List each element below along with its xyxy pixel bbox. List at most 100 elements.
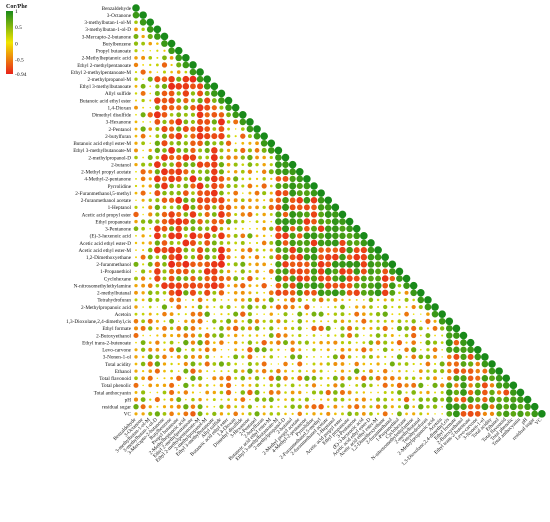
correlation-bubble (389, 361, 395, 367)
correlation-bubble (149, 227, 152, 230)
correlation-bubble (440, 397, 445, 402)
correlation-bubble (161, 247, 168, 254)
correlation-bubble (183, 326, 189, 331)
correlation-bubble (133, 41, 139, 46)
correlation-bubble (175, 196, 183, 204)
correlation-bubble (154, 225, 161, 232)
correlation-bubble (311, 383, 317, 388)
correlation-bubble (233, 333, 238, 338)
correlation-bubble (198, 269, 202, 274)
correlation-bubble (142, 106, 145, 109)
correlation-bubble (162, 390, 167, 395)
correlation-bubble (211, 268, 218, 275)
correlation-bubble (441, 413, 443, 415)
correlation-bubble (325, 275, 332, 282)
correlation-bubble (176, 241, 181, 245)
correlation-bubble (254, 255, 260, 260)
correlation-bubble (355, 376, 359, 380)
correlation-bubble (391, 313, 394, 316)
correlation-bubble (348, 398, 351, 401)
correlation-bubble (317, 189, 325, 197)
correlation-bubble (218, 275, 225, 282)
correlation-bubble (217, 260, 225, 268)
correlation-bubble (139, 18, 147, 26)
correlation-bubble (241, 163, 245, 166)
correlation-bubble (291, 334, 294, 337)
correlation-bubble (169, 56, 174, 60)
correlation-bubble (176, 397, 182, 403)
correlation-bubble (409, 281, 418, 290)
correlation-bubble (255, 162, 259, 167)
correlation-bubble (227, 191, 230, 195)
correlation-bubble (140, 340, 146, 346)
correlation-bubble (140, 397, 146, 403)
correlation-bubble (149, 121, 152, 123)
correlation-bubble (255, 198, 259, 202)
correlation-bubble (268, 297, 274, 303)
correlation-bubble (391, 327, 394, 330)
correlation-bubble (154, 246, 161, 254)
correlation-bubble (154, 368, 160, 374)
correlation-bubble (256, 356, 258, 358)
correlation-bubble (333, 397, 338, 402)
correlation-bubble (325, 389, 331, 396)
correlation-bubble (248, 291, 252, 295)
correlation-bubble (367, 282, 375, 289)
correlation-bubble (141, 55, 146, 60)
correlation-bubble (211, 197, 218, 204)
correlation-bubble (277, 327, 280, 330)
correlation-bubble (282, 275, 289, 282)
correlation-bubble (149, 63, 152, 67)
correlation-bubble (426, 312, 430, 316)
correlation-bubble (339, 253, 346, 261)
correlation-bubble (353, 240, 360, 246)
correlation-bubble (197, 118, 204, 125)
correlation-bubble (212, 233, 217, 238)
correlation-bubble (340, 362, 345, 366)
correlation-bubble (162, 326, 167, 331)
correlation-bubble (397, 376, 402, 380)
correlation-bubble (234, 376, 238, 380)
correlation-bubble (248, 269, 252, 273)
correlation-bubble (233, 340, 238, 345)
correlation-bubble (263, 256, 266, 259)
correlation-bubble (218, 361, 225, 367)
correlation-bubble (154, 240, 160, 246)
correlation-bubble (262, 220, 266, 224)
correlation-bubble (275, 218, 282, 225)
correlation-bubble (161, 254, 168, 260)
correlation-bubble (142, 334, 144, 337)
correlation-bubble (218, 197, 225, 204)
row-label: Acetic acid ethyl ester-D (79, 241, 131, 247)
correlation-bubble (240, 283, 246, 289)
correlation-bubble (154, 397, 160, 403)
correlation-bubble (445, 339, 453, 347)
correlation-bubble (269, 226, 274, 231)
correlation-bubble (183, 247, 189, 253)
correlation-bubble (155, 319, 159, 323)
correlation-bubble (396, 382, 403, 388)
correlation-bubble (218, 112, 225, 118)
correlation-bubble (176, 355, 181, 359)
correlation-bubble (190, 340, 196, 345)
correlation-bubble (275, 176, 282, 182)
correlation-bubble (240, 390, 246, 395)
correlation-bubble (197, 218, 203, 225)
correlation-bubble (334, 334, 337, 337)
correlation-bubble (248, 334, 252, 337)
correlation-bubble (262, 355, 266, 359)
correlation-bubble (241, 405, 245, 409)
correlation-bubble (312, 298, 316, 302)
correlation-bubble (353, 260, 361, 268)
correlation-bubble (197, 411, 203, 417)
correlation-bubble (361, 318, 367, 324)
correlation-bubble (233, 369, 238, 374)
correlation-bubble (275, 289, 282, 296)
correlation-bubble (175, 161, 182, 168)
correlation-bubble (353, 275, 360, 282)
correlation-bubble (218, 169, 225, 175)
correlation-bubble (183, 255, 188, 260)
correlation-bubble (339, 232, 346, 240)
correlation-bubble (204, 90, 210, 96)
correlation-bubble (362, 305, 366, 309)
